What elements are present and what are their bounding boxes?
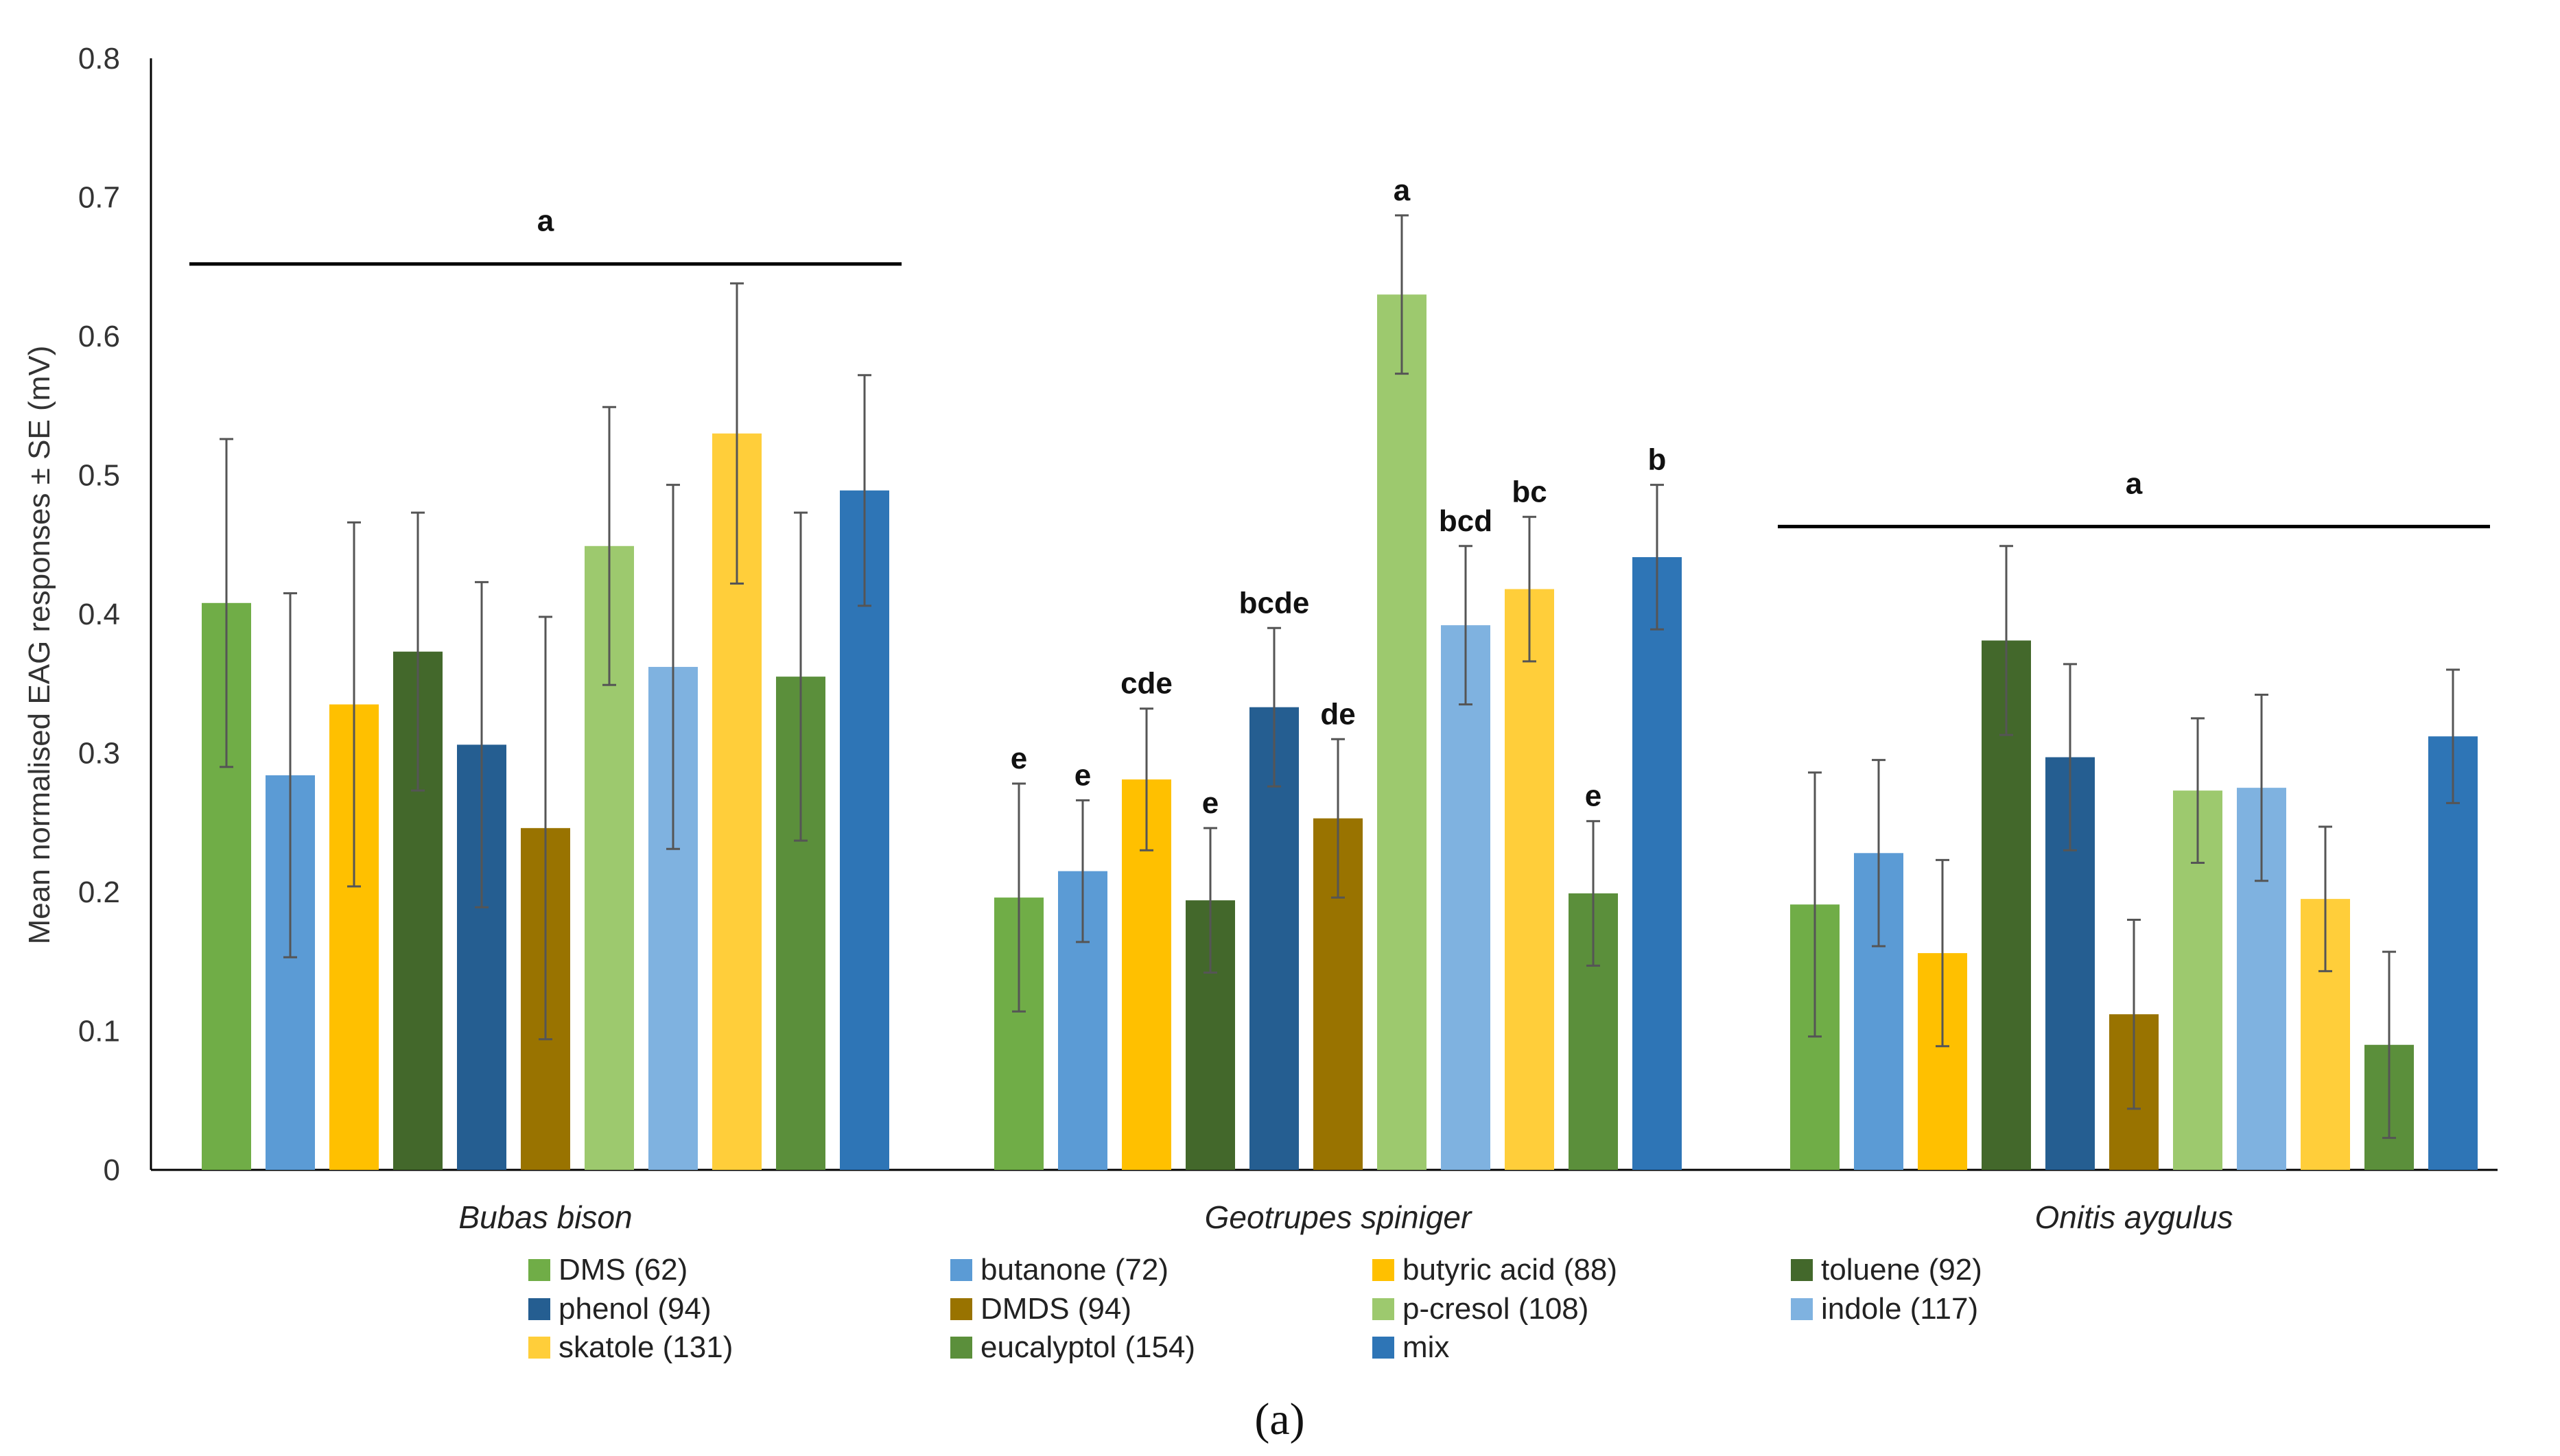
legend-label: skatole (131) [559,1330,733,1364]
y-tick-label: 0.5 [78,459,120,493]
group-bracket-letter: a [537,204,554,238]
significance-letter: bc [1512,475,1547,508]
bar [1441,625,1490,1170]
legend-label: p-cresol (108) [1402,1292,1588,1326]
y-tick-label: 0.6 [78,320,120,353]
legend-swatch [950,1259,972,1281]
legend-swatch [1791,1259,1813,1281]
legend-swatch [1372,1298,1394,1320]
significance-letter: e [1585,779,1601,813]
legend-swatch [1372,1259,1394,1281]
bar [2428,736,2478,1170]
significance-letter: bcd [1439,504,1492,538]
category-label: Geotrupes spiniger [1205,1199,1472,1235]
significance-letter: e [1075,758,1091,792]
legend-swatch [528,1298,550,1320]
y-tick-label: 0.8 [78,42,120,75]
y-axis-title: Mean normalised EAG responses ± SE (mV) [23,346,56,945]
bar [1632,556,1682,1170]
y-tick-label: 0.7 [78,181,120,215]
category-label: Onitis aygulus [2035,1199,2233,1235]
significance-letter: de [1320,697,1355,731]
legend-label: mix [1402,1330,1449,1364]
y-tick-label: 0.2 [78,876,120,909]
legend-swatch [950,1337,972,1359]
y-tick-label: 0.4 [78,598,120,631]
significance-letter: e [1202,786,1219,820]
legend-swatch [1372,1337,1394,1359]
legend-label: indole (117) [1821,1292,1978,1326]
legend-label: DMS (62) [559,1253,688,1287]
significance-letter: bcde [1239,586,1310,620]
legend-swatch [1791,1298,1813,1320]
bars [202,214,2478,1170]
group-bracket-letter: a [2126,467,2143,500]
y-tick-label: 0 [104,1153,120,1187]
significance-letter: b [1648,443,1667,477]
legend-label: DMDS (94) [980,1292,1131,1326]
bar [1377,294,1426,1170]
legend-label: toluene (92) [1821,1253,1982,1287]
legend-swatch [528,1259,550,1281]
legend-label: phenol (94) [559,1292,712,1326]
category-label: Bubas bison [458,1199,632,1235]
legend: DMS (62) butanone (72) butyric acid (88) to… [528,1253,1982,1364]
bar [1505,589,1554,1170]
figure-caption: (a) [1254,1394,1304,1444]
legend-swatch [950,1298,972,1320]
legend-swatch [528,1337,550,1359]
significance-letter: cde [1120,667,1173,701]
y-tick-label: 0.3 [78,737,120,771]
legend-label: eucalyptol (154) [980,1330,1195,1364]
significance-letter: e [1011,742,1027,775]
legend-label: butyric acid (88) [1402,1253,1617,1287]
y-tick-label: 0.1 [78,1015,120,1048]
significance-letter: a [1394,174,1411,207]
legend-label: butanone (72) [980,1253,1169,1287]
